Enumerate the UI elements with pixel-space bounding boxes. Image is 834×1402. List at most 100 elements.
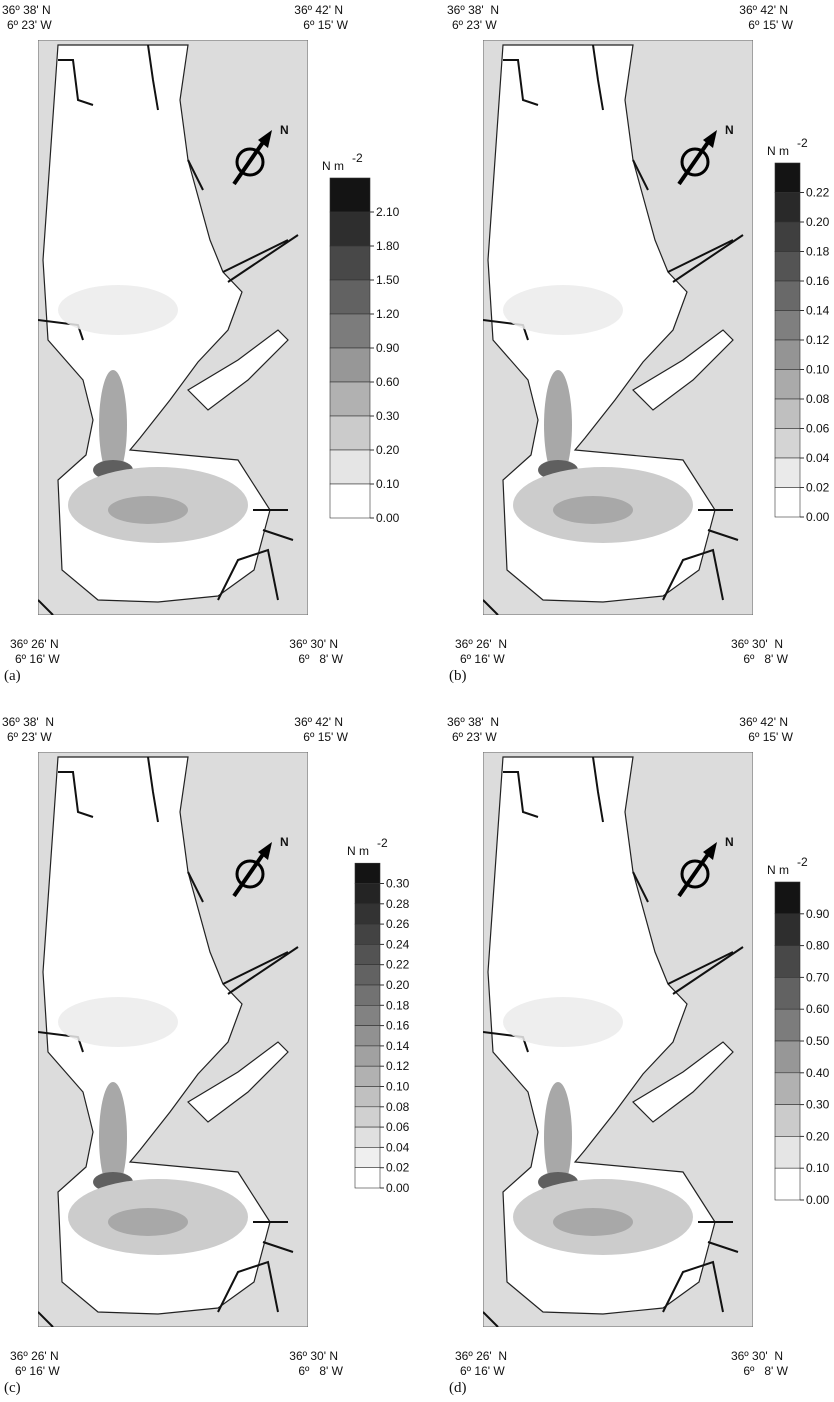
- legend-swatch: [330, 348, 370, 382]
- coordinate-label: 6º 16' W: [15, 652, 60, 666]
- legend-tick-label: 0.80: [806, 939, 830, 953]
- legend-swatch: [355, 1107, 380, 1127]
- legend-unit: N m: [767, 144, 789, 158]
- legend-swatch: [330, 178, 370, 212]
- coordinate-label: 36º 30' N: [289, 1349, 338, 1363]
- legend-tick-label: 0.00: [806, 510, 830, 524]
- legend-tick-label: 0.20: [376, 443, 400, 457]
- coordinate-label: 36º 42' N: [739, 3, 788, 17]
- legend-swatch: [775, 977, 800, 1009]
- legend-swatch: [775, 1168, 800, 1200]
- legend-tick-label: 0.08: [806, 392, 830, 406]
- legend-swatch: [775, 429, 800, 459]
- legend-swatch: [775, 281, 800, 311]
- legend-tick-label: 0.24: [386, 937, 410, 951]
- legend-tick-label: 0.60: [376, 375, 400, 389]
- legend-swatch: [775, 1009, 800, 1041]
- coordinate-label: 36º 30' N: [289, 637, 338, 651]
- figure: 36º 38' N6º 23' W36º 42' N6º 15' W36º 26…: [0, 0, 834, 1397]
- legend-swatch: [775, 163, 800, 193]
- legend-tick-label: 0.06: [806, 422, 830, 436]
- legend-tick-label: 0.02: [386, 1161, 410, 1175]
- coordinate-label: 6º 8' W: [298, 1364, 343, 1378]
- legend-swatch: [355, 1147, 380, 1167]
- coordinate-label: 36º 42' N: [294, 715, 343, 729]
- coordinate-label: 36º 38' N: [2, 715, 54, 729]
- legend-tick-label: 0.90: [806, 907, 830, 921]
- legend-swatch: [330, 212, 370, 246]
- legend-tick-label: 0.28: [386, 897, 410, 911]
- legend-tick-label: 0.14: [806, 304, 830, 318]
- legend-swatch: [355, 985, 380, 1005]
- legend-unit-exponent: -2: [377, 836, 388, 850]
- legend-swatch: [330, 382, 370, 416]
- legend-swatch: [355, 944, 380, 964]
- legend-swatch: [775, 222, 800, 252]
- legend-swatch: [775, 1136, 800, 1168]
- coordinate-label: 36º 38' N: [2, 3, 51, 17]
- legend-tick-label: 0.12: [386, 1059, 410, 1073]
- coordinate-label: 6º 23' W: [7, 18, 52, 32]
- legend-tick-label: 0.06: [386, 1120, 410, 1134]
- legend-tick-label: 0.30: [386, 877, 410, 891]
- legend-tick-label: 0.20: [806, 1129, 830, 1143]
- legend-tick-label: 0.10: [386, 1080, 410, 1094]
- legend-tick-label: 0.08: [386, 1100, 410, 1114]
- panel-label: (a): [4, 668, 21, 684]
- legend-tick-label: 0.22: [806, 186, 830, 200]
- legend-swatch: [355, 924, 380, 944]
- legend-tick-label: 0.16: [386, 1019, 410, 1033]
- coordinate-label: 6º 16' W: [15, 1364, 60, 1378]
- legend-tick-label: 0.00: [376, 511, 400, 525]
- legend-swatch: [775, 946, 800, 978]
- legend-swatch: [355, 1168, 380, 1188]
- coordinate-label: 6º 23' W: [7, 730, 52, 744]
- legend-swatch: [355, 884, 380, 904]
- north-label: N: [725, 123, 734, 137]
- coordinate-label: 36º 26' N: [455, 637, 507, 651]
- coordinate-label: 36º 42' N: [739, 715, 788, 729]
- legend-tick-label: 0.70: [806, 970, 830, 984]
- legend-tick-label: 0.02: [806, 481, 830, 495]
- legend-tick-label: 0.16: [806, 274, 830, 288]
- coordinate-label: 6º 23' W: [452, 18, 497, 32]
- coordinate-label: 6º 23' W: [452, 730, 497, 744]
- legend-swatch: [775, 1041, 800, 1073]
- panel: 36º 38' N6º 23' W 36º 42' N6º 15' W 36º 26…: [447, 3, 830, 684]
- coordinate-label: 6º 15' W: [748, 18, 793, 32]
- legend-tick-label: 0.26: [386, 917, 410, 931]
- legend-tick-label: 0.40: [806, 1066, 830, 1080]
- legend-swatch: [330, 246, 370, 280]
- legend-swatch: [330, 416, 370, 450]
- legend-swatch: [355, 1046, 380, 1066]
- coordinate-label: 36º 26' N: [10, 1349, 59, 1363]
- legend-tick-label: 0.00: [806, 1193, 830, 1207]
- coordinate-label: 6º 16' W: [460, 1364, 505, 1378]
- legend-unit-exponent: -2: [797, 855, 808, 869]
- legend-tick-label: 0.18: [386, 998, 410, 1012]
- coordinate-label: 36º 42' N: [294, 3, 343, 17]
- coordinate-label: 6º 16' W: [460, 652, 505, 666]
- panel-label: (d): [449, 1380, 467, 1396]
- legend-tick-label: 0.10: [806, 1161, 830, 1175]
- coordinate-label: 6º 15' W: [748, 730, 793, 744]
- north-label: N: [280, 835, 289, 849]
- legend-swatch: [355, 1026, 380, 1046]
- legend-swatch: [355, 1087, 380, 1107]
- legend-tick-label: 0.30: [806, 1098, 830, 1112]
- legend-swatch: [330, 280, 370, 314]
- north-label: N: [280, 123, 289, 137]
- legend-swatch: [355, 1066, 380, 1086]
- legend-swatch: [355, 904, 380, 924]
- legend-swatch: [775, 311, 800, 341]
- coordinate-label: 36º 38' N: [447, 3, 499, 17]
- legend-swatch: [775, 1105, 800, 1137]
- legend-unit-exponent: -2: [352, 151, 363, 165]
- north-label: N: [725, 835, 734, 849]
- legend-tick-label: 0.20: [806, 215, 830, 229]
- legend-swatch: [775, 1073, 800, 1105]
- coordinate-label: 6º 8' W: [298, 652, 343, 666]
- legend-tick-label: 0.22: [386, 958, 410, 972]
